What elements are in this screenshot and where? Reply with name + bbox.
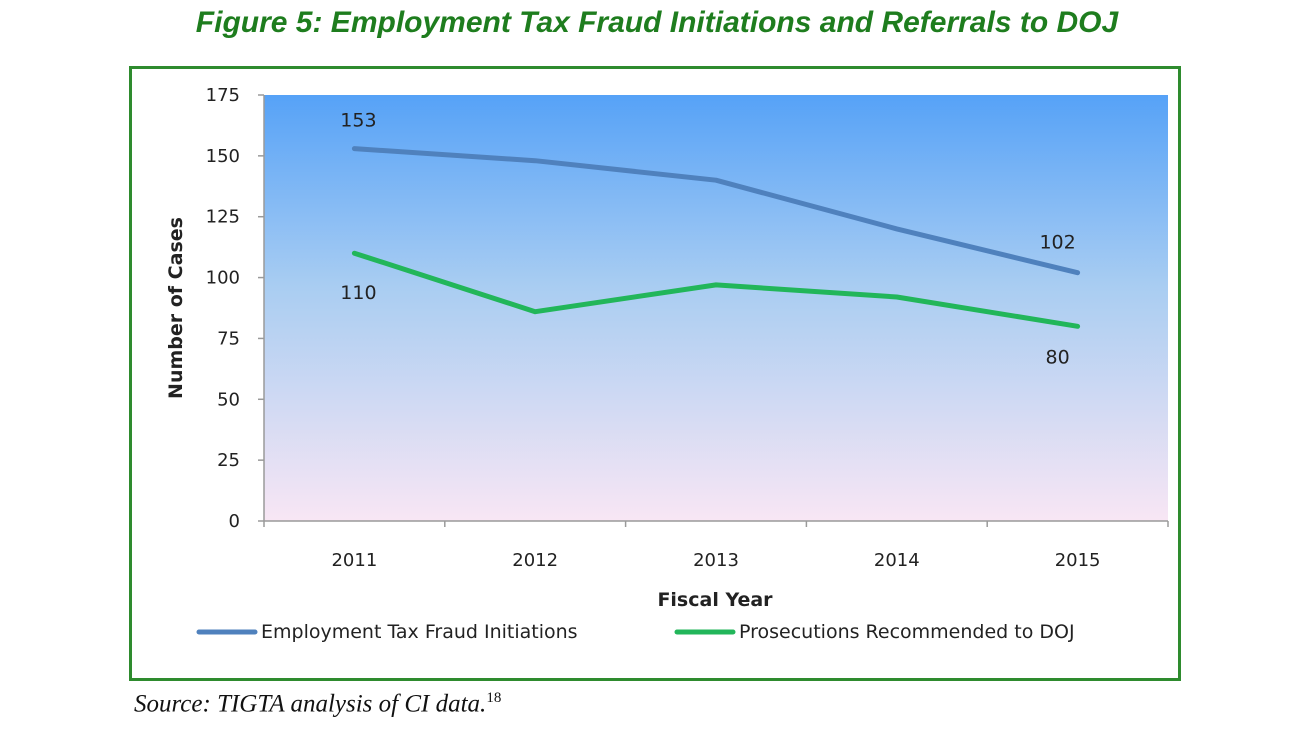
- data-labels: 153 102 110 80: [340, 110, 1075, 369]
- plot-area: [264, 95, 1168, 521]
- x-tick-label: 2014: [874, 550, 920, 571]
- data-label: 153: [340, 110, 376, 132]
- figure-title: Figure 5: Employment Tax Fraud Initiatio…: [195, 6, 1119, 39]
- source-note: Source: TIGTA analysis of CI data.18: [134, 690, 501, 718]
- y-tick-label: 150: [206, 146, 240, 167]
- y-tick-label: 0: [229, 511, 240, 532]
- series-line-2: [351, 250, 1081, 329]
- y-tick-label: 175: [206, 85, 240, 106]
- y-axis-title: Number of Cases: [165, 217, 187, 399]
- footnote-ref: 18: [486, 690, 502, 706]
- x-tick-label: 2012: [512, 550, 558, 571]
- x-tick-label: 2015: [1055, 550, 1101, 571]
- chart-frame: 0 25 50 75 100 125 150 175 2011 2012 2013 2014 2015 …: [129, 66, 1181, 681]
- y-tick-label: 25: [217, 450, 240, 471]
- series-line-1: [351, 146, 1081, 276]
- y-tick-label: 125: [206, 207, 240, 228]
- data-label: 110: [340, 282, 376, 304]
- y-tick-label: 50: [217, 389, 240, 410]
- series-lines: [351, 146, 1081, 329]
- legend: Employment Tax Fraud Initiations Prosecut…: [196, 621, 1075, 643]
- data-label: 80: [1046, 346, 1070, 368]
- x-tick-label: 2011: [331, 550, 377, 571]
- data-label: 102: [1039, 232, 1075, 254]
- source-text: Source: TIGTA analysis of CI data.: [134, 690, 487, 718]
- legend-label: Employment Tax Fraud Initiations: [261, 621, 578, 643]
- legend-label: Prosecutions Recommended to DOJ: [739, 621, 1075, 643]
- y-tick-label: 100: [206, 268, 240, 289]
- x-axis-title: Fiscal Year: [657, 589, 773, 611]
- x-tick-label: 2013: [693, 550, 739, 571]
- y-tick-label: 75: [217, 328, 240, 349]
- axes: 0 25 50 75 100 125 150 175 2011 2012 2013 2014 2015: [206, 85, 1169, 571]
